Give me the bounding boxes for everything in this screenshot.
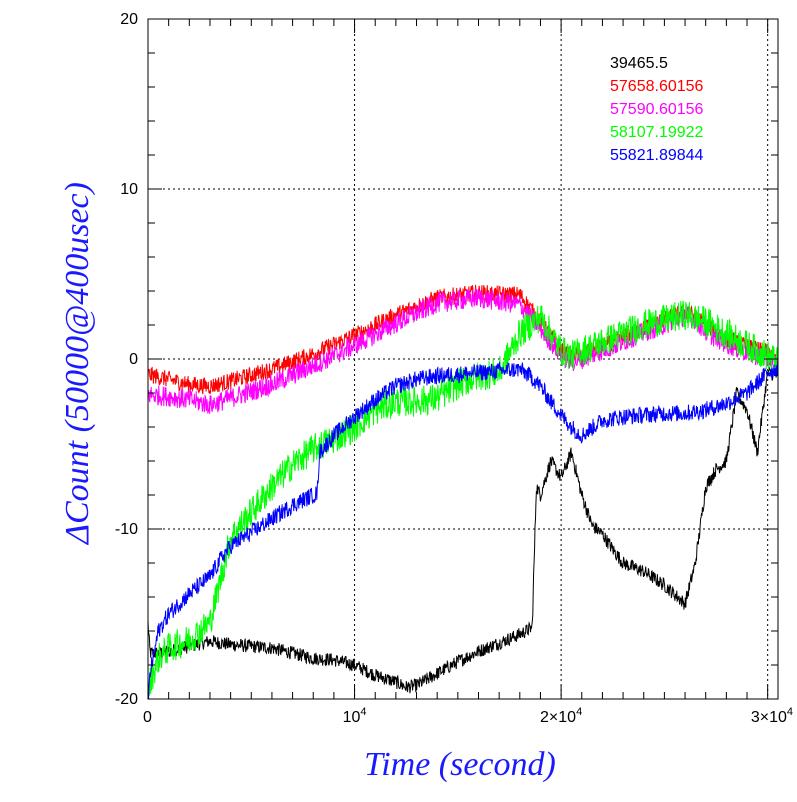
- y-tick-label: -10: [115, 521, 138, 538]
- x-tick-label: 2×104: [540, 706, 582, 726]
- y-tick-label: 10: [120, 181, 138, 198]
- y-tick-labels: 20 10 0 -10 -20: [115, 11, 138, 708]
- legend-entry: 57658.60156: [610, 78, 704, 95]
- series-line-5: [148, 360, 778, 699]
- legend: 39465.5 57658.60156 57590.60156 58107.19922…: [610, 55, 704, 164]
- axis-ticks: [147, 18, 778, 700]
- y-axis-label: ΔCount (50000@400usec): [59, 182, 96, 546]
- x-axis-label: Time (second): [364, 746, 556, 783]
- x-tick-label: 3×104: [751, 706, 793, 726]
- x-tick-labels: 0 104 2×104 3×104: [143, 706, 793, 726]
- y-tick-label: 0: [129, 351, 138, 368]
- legend-entry: 55821.89844: [610, 147, 704, 164]
- series-lines: [148, 284, 778, 699]
- series-line-1: [148, 366, 778, 694]
- x-tick-label: 0: [143, 709, 152, 726]
- grid-lines: [148, 19, 778, 699]
- y-tick-label: 20: [120, 11, 138, 28]
- series-line-4: [148, 300, 778, 699]
- y-tick-label: -20: [115, 691, 138, 708]
- legend-entry: 39465.5: [610, 55, 668, 72]
- legend-entry: 58107.19922: [610, 124, 704, 141]
- x-tick-label: 104: [343, 706, 367, 726]
- legend-entry: 57590.60156: [610, 101, 704, 118]
